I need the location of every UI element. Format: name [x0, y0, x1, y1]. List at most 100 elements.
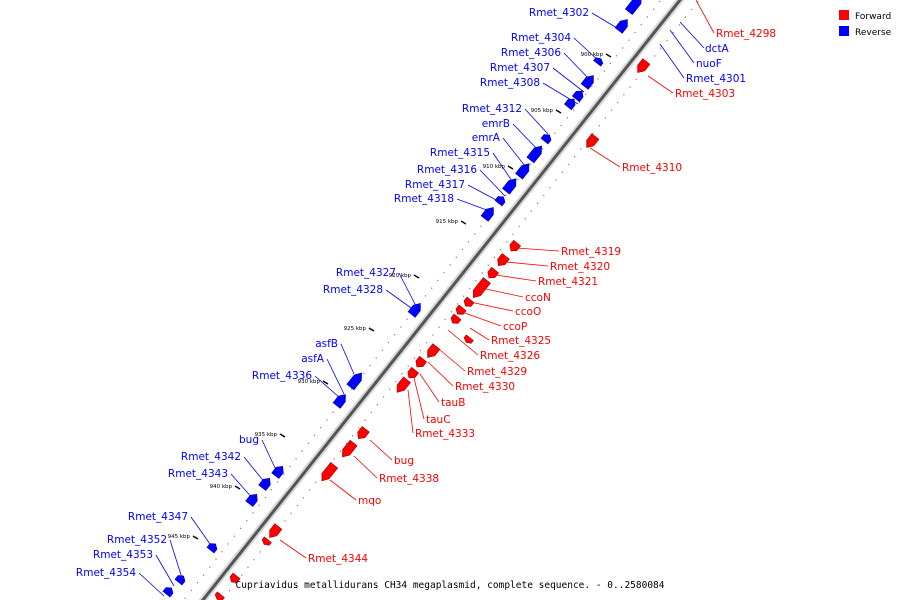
gene-callout-line — [155, 554, 175, 587]
minor-tick-dot — [536, 202, 539, 204]
minor-tick-dot — [332, 411, 334, 413]
gene-label: Rmet_4303 — [675, 88, 735, 100]
tick-label: 925 kbp — [344, 326, 367, 332]
gene-label: emrA — [472, 132, 501, 144]
minor-tick-dot — [541, 148, 544, 150]
gene-callout-line — [515, 247, 560, 252]
legend-forward-label: Forward — [855, 12, 891, 22]
minor-tick-dot — [395, 380, 397, 383]
minor-tick-dot — [413, 357, 416, 359]
reverse-gene-arrow — [162, 587, 174, 598]
minor-tick-dot — [634, 31, 636, 34]
forward-gene-arrow — [229, 572, 241, 583]
reverse-gene-arrow — [271, 465, 284, 479]
tick-mark — [605, 53, 612, 58]
minor-tick-dot — [284, 520, 286, 522]
minor-tick-dot — [241, 574, 243, 576]
reverse-gene-arrow — [502, 178, 517, 195]
minor-tick-dot — [246, 520, 248, 522]
minor-tick-dot — [326, 419, 328, 421]
minor-tick-dot — [573, 156, 576, 158]
gene-callout-line — [647, 75, 674, 94]
gene-label: Rmet_4316 — [417, 164, 477, 176]
gene-callout-line — [679, 21, 705, 49]
minor-tick-dot — [455, 256, 458, 258]
minor-tick-dot — [350, 388, 353, 390]
minor-tick-dot — [333, 458, 335, 460]
minor-tick-dot — [301, 450, 303, 452]
gene-label: Rmet_4312 — [462, 103, 522, 115]
gene-label: Rmet_4336 — [252, 370, 312, 382]
minor-tick-dot — [283, 473, 285, 475]
legend-forward-swatch — [839, 10, 849, 20]
minor-tick-dot — [259, 551, 261, 553]
gene-callout-line — [512, 123, 539, 151]
minor-tick-dot — [652, 8, 655, 10]
forward-gene-arrow — [407, 366, 420, 379]
reverse-gene-arrow — [571, 90, 584, 103]
minor-tick-dot — [227, 543, 229, 545]
gene-label: Rmet_4308 — [480, 77, 540, 89]
gene-label: dctA — [705, 43, 730, 55]
gene-label: Rmet_4320 — [550, 261, 610, 273]
gene-callout-line — [505, 261, 549, 267]
minor-tick-dot — [512, 233, 514, 235]
map-caption: Cupriavidus metallidurans CH34 megaplasm… — [236, 580, 665, 591]
minor-tick-dot — [654, 55, 656, 57]
minor-tick-dot — [615, 55, 618, 57]
tick-label: 935 kbp — [255, 432, 278, 438]
minor-tick-dot — [598, 125, 600, 127]
gene-callout-line — [495, 274, 537, 282]
gene-callout-line — [407, 389, 414, 434]
minor-tick-dot — [382, 396, 385, 398]
tick-mark — [555, 109, 562, 114]
minor-tick-dot — [530, 210, 533, 212]
minor-tick-dot — [561, 171, 563, 173]
forward-gene-arrow — [450, 313, 462, 324]
minor-tick-dot — [560, 124, 562, 127]
minor-tick-dot — [672, 32, 674, 34]
reverse-gene-arrow — [540, 134, 552, 145]
minor-tick-dot — [196, 582, 199, 584]
gene-label: Rmet_4321 — [538, 276, 598, 288]
gene-label: tauB — [441, 397, 465, 409]
gene-callout-line — [659, 43, 685, 79]
minor-tick-dot — [425, 342, 428, 344]
minor-tick-dot — [430, 287, 433, 289]
forward-gene-arrow — [509, 239, 522, 252]
forward-gene-arrow — [487, 266, 500, 279]
gene-callout-line — [524, 108, 549, 135]
minor-tick-dot — [295, 458, 297, 460]
minor-tick-dot — [363, 372, 365, 375]
minor-tick-dot — [364, 419, 366, 421]
forward-gene-arrow — [342, 439, 358, 458]
gene-label: Rmet_4328 — [323, 284, 383, 296]
tick-mark — [234, 485, 241, 490]
minor-tick-dot — [554, 132, 556, 134]
gene-callout-line — [329, 479, 357, 501]
minor-tick-dot — [315, 481, 317, 483]
minor-tick-dot — [499, 249, 502, 251]
minor-tick-dot — [678, 24, 681, 26]
minor-tick-dot — [424, 295, 427, 297]
minor-tick-dot — [370, 411, 372, 414]
minor-tick-dot — [387, 341, 390, 344]
gene-label: Rmet_4342 — [181, 451, 241, 463]
forward-gene-arrow — [455, 304, 467, 315]
minor-tick-dot — [406, 318, 408, 320]
reverse-gene-arrow — [174, 575, 186, 586]
minor-tick-dot — [234, 582, 237, 584]
tick-mark — [460, 220, 467, 225]
gene-callout-line — [398, 272, 417, 307]
forward-gene-arrow — [269, 523, 283, 538]
gene-label: Rmet_4325 — [491, 335, 551, 347]
legend-reverse-swatch — [839, 26, 849, 36]
gene-callout-line — [485, 288, 524, 298]
minor-tick-dot — [480, 225, 482, 227]
tick-label: 940 kbp — [210, 484, 233, 490]
minor-tick-dot — [549, 187, 551, 189]
minor-tick-dot — [567, 163, 570, 166]
dot-layer — [184, 0, 699, 600]
minor-tick-dot — [258, 504, 260, 506]
